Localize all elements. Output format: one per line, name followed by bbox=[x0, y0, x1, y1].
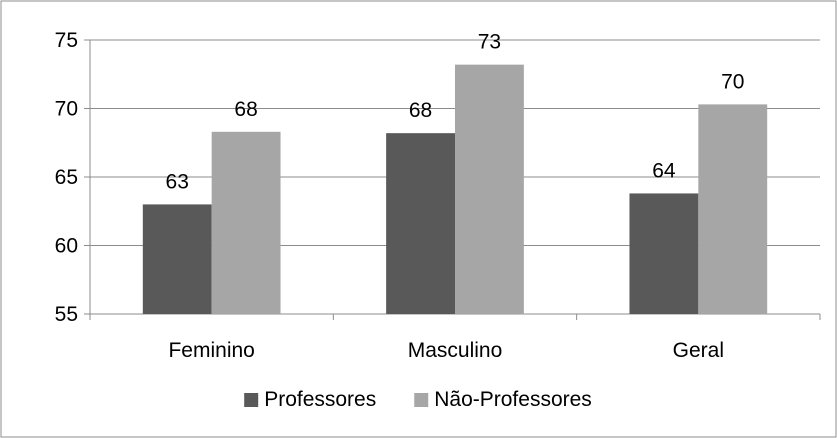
data-label: 73 bbox=[478, 31, 501, 54]
data-label: 70 bbox=[721, 70, 744, 93]
y-tick-label: 55 bbox=[55, 303, 78, 326]
legend: Professores Não-Professores bbox=[244, 388, 592, 411]
bar-professores bbox=[629, 193, 699, 314]
bar-professores bbox=[386, 133, 455, 314]
x-tick-label: Feminino bbox=[168, 339, 254, 362]
data-label: 68 bbox=[234, 98, 257, 121]
legend-swatch-nao-professores bbox=[414, 393, 429, 407]
legend-label: Não-Professores bbox=[434, 388, 592, 411]
legend-swatch-professores bbox=[244, 393, 259, 407]
bar-nao-professores bbox=[698, 104, 768, 314]
bars bbox=[142, 64, 768, 314]
y-tick-label: 65 bbox=[55, 166, 78, 189]
x-tick-label: Masculino bbox=[408, 339, 503, 362]
bar-nao-professores bbox=[211, 131, 281, 314]
data-label: 64 bbox=[652, 159, 676, 182]
y-tick-label: 60 bbox=[55, 235, 78, 258]
data-labels: 63 68 68 73 64 70 bbox=[166, 31, 745, 194]
bar-nao-professores bbox=[455, 64, 524, 314]
data-label: 63 bbox=[166, 170, 189, 193]
x-tick-label: Geral bbox=[673, 339, 724, 362]
y-tick-label: 70 bbox=[55, 98, 78, 121]
y-tick-label: 75 bbox=[55, 29, 78, 52]
data-label: 68 bbox=[409, 99, 432, 122]
legend-label: Professores bbox=[264, 388, 376, 411]
bar-professores bbox=[142, 204, 212, 314]
